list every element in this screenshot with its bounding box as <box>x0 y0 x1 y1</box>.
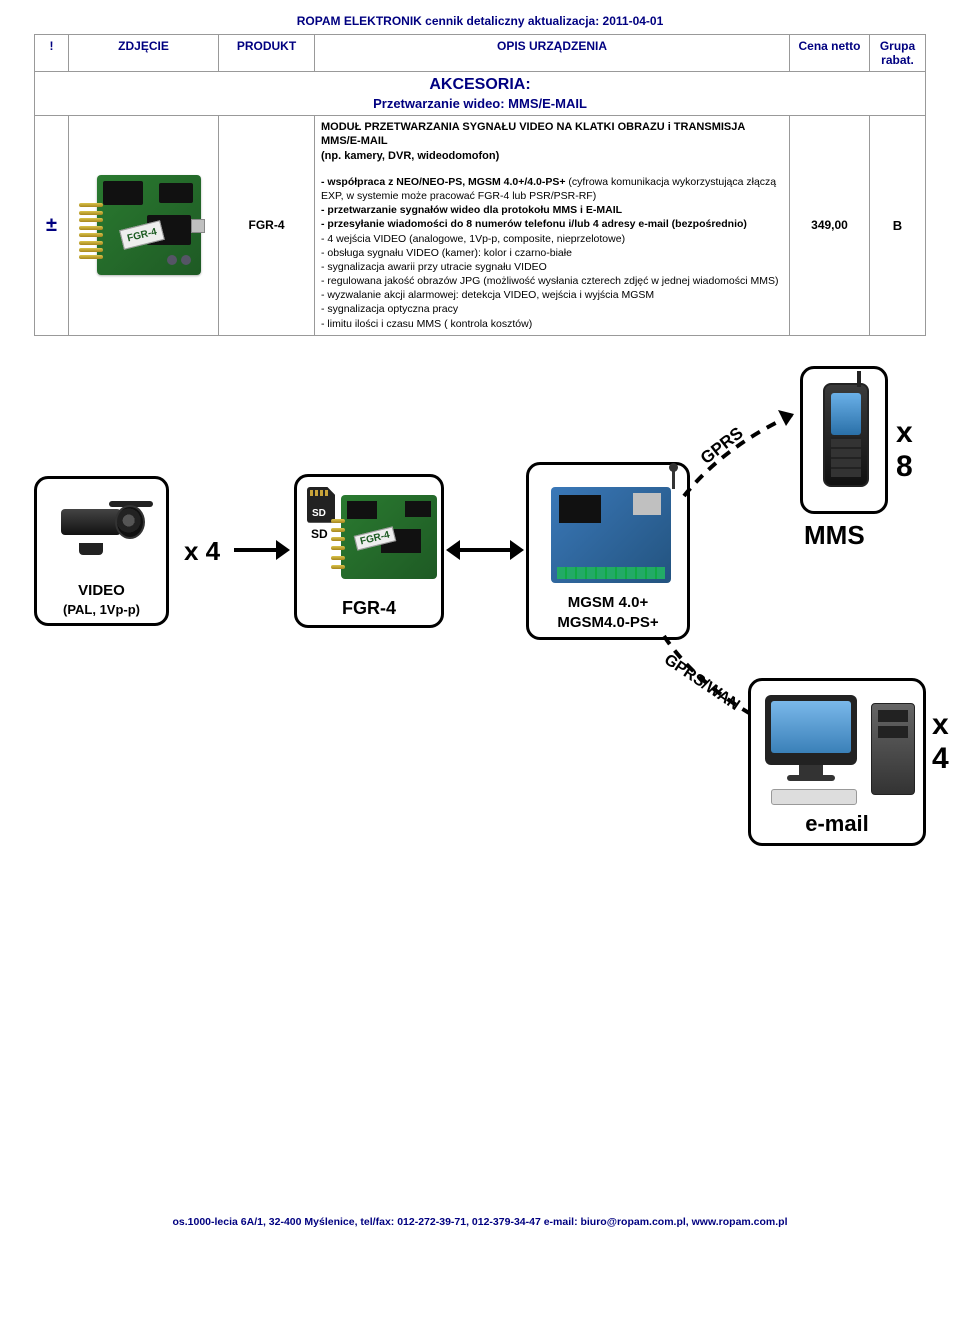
camera-icon <box>51 497 151 557</box>
desc-top: MODUŁ PRZETWARZANIA SYGNAŁU VIDEO NA KLA… <box>321 120 783 163</box>
computer-box: e-mail <box>748 678 926 846</box>
mgsm-box: MGSM 4.0+ MGSM4.0-PS+ <box>526 462 690 640</box>
row-group: B <box>870 116 926 336</box>
section-subtitle: Przetwarzanie wideo: MMS/E-MAIL <box>35 96 925 115</box>
desc-body: - współpraca z NEO/NEO-PS, MGSM 4.0+/4.0… <box>321 175 783 331</box>
section-title: AKCESORIA: <box>35 72 925 96</box>
mms-label: MMS <box>804 520 865 551</box>
mgsm-l1: MGSM 4.0+ <box>529 594 687 611</box>
email-label: e-mail <box>751 811 923 837</box>
col-price: Cena netto <box>790 35 870 72</box>
mgsm-pcb-icon <box>551 487 671 583</box>
x4-label: x 4 <box>184 536 220 567</box>
arrow-gprs-phone <box>674 396 814 506</box>
row-photo: FGR-4 <box>69 116 219 336</box>
video-label2: (PAL, 1Vp-p) <box>37 602 166 617</box>
fgr-label: FGR-4 <box>297 598 441 619</box>
video-label1: VIDEO <box>37 582 166 599</box>
pcb-label: FGR-4 <box>119 221 165 251</box>
sd-icon <box>307 487 335 523</box>
col-mark: ! <box>35 35 69 72</box>
col-photo: ZDJĘCIE <box>69 35 219 72</box>
fgr-pcb-icon: FGR-4 <box>341 495 437 579</box>
product-table: ! ZDJĘCIE PRODUKT OPIS URZĄDZENIA Cena n… <box>34 34 926 336</box>
col-desc: OPIS URZĄDZENIA <box>315 35 790 72</box>
row-product: FGR-4 <box>219 116 315 336</box>
x8-label: x 8 <box>896 416 926 484</box>
system-diagram: VIDEO (PAL, 1Vp-p) x 4 SD FGR-4 FGR-4 MG… <box>34 396 926 876</box>
computer-icon <box>765 695 915 805</box>
sd-label: SD <box>311 527 328 541</box>
row-mark: ± <box>35 116 69 336</box>
row-desc: MODUŁ PRZETWARZANIA SYGNAŁU VIDEO NA KLA… <box>315 116 790 336</box>
page-header: ROPAM ELEKTRONIK cennik detaliczny aktua… <box>34 14 926 34</box>
col-group: Grupa rabat. <box>870 35 926 72</box>
row-price: 349,00 <box>790 116 870 336</box>
video-box: VIDEO (PAL, 1Vp-p) <box>34 476 169 626</box>
phone-box <box>800 366 888 514</box>
page-footer: os.1000-lecia 6A/1, 32-400 Myślenice, te… <box>34 1216 926 1248</box>
x4b-label: x 4 <box>932 708 949 776</box>
phone-icon <box>823 383 869 487</box>
col-product: PRODUKT <box>219 35 315 72</box>
fgr-box: SD FGR-4 FGR-4 <box>294 474 444 628</box>
arrow-fgr-mgsm <box>458 548 512 552</box>
board-illustration: FGR-4 <box>79 165 209 285</box>
arrow-cam-fgr <box>234 548 278 552</box>
